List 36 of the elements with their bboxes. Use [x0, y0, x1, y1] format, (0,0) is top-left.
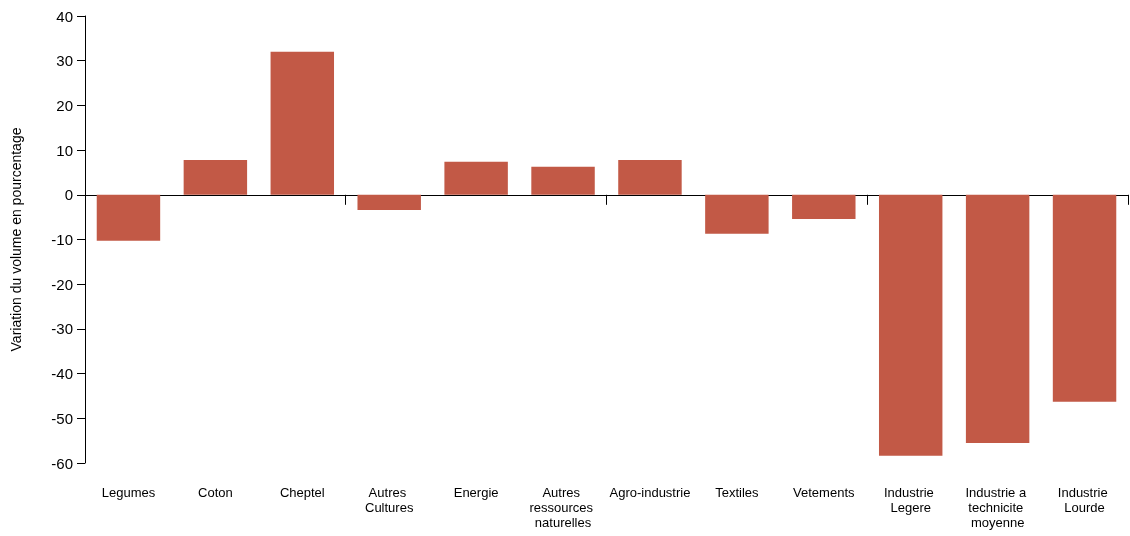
- x-tick-label: Energie: [453, 485, 499, 500]
- bar: [792, 194, 856, 219]
- bar: [878, 194, 943, 456]
- y-tick-label: -10: [51, 231, 73, 248]
- x-tick-label: Textiles: [715, 485, 760, 500]
- bar: [531, 166, 595, 195]
- bar: [183, 159, 248, 195]
- y-tick-label: -40: [51, 365, 73, 383]
- x-tick-label: Autres ressources naturelles: [529, 485, 597, 530]
- x-tick-label: Industrie Legere: [883, 485, 938, 515]
- bar: [270, 51, 335, 195]
- y-tick-label: -50: [51, 409, 73, 427]
- x-tick-label: Legumes: [101, 485, 156, 500]
- bar: [618, 159, 682, 195]
- bar: [705, 194, 769, 234]
- y-tick-label: 20: [56, 96, 73, 114]
- x-tick-label: Cheptel: [279, 485, 325, 500]
- bar: [965, 194, 1030, 443]
- x-tick-label: Agro-industrie: [609, 485, 691, 500]
- y-tick-label: -60: [51, 454, 73, 472]
- y-tick-label: 30: [56, 52, 73, 70]
- y-tick-label: 40: [56, 7, 73, 25]
- bar: [357, 194, 421, 210]
- x-tick-label: Industrie a technicite moyenne: [965, 485, 1030, 530]
- x-tick-label: Industrie Lourde: [1057, 485, 1112, 515]
- y-tick-label: 0: [64, 186, 73, 204]
- bar: [96, 194, 161, 241]
- bar: [444, 161, 508, 195]
- x-tick-label: Coton: [198, 485, 233, 500]
- y-tick-label: 10: [56, 141, 73, 159]
- y-axis-title: Variation du volume en pourcentage: [8, 127, 24, 352]
- bar: [1052, 194, 1117, 402]
- x-tick-label: Autres Cultures: [365, 485, 414, 515]
- x-tick-label: Vetements: [793, 485, 855, 500]
- y-tick-label: -30: [51, 320, 73, 338]
- y-tick-label: -20: [51, 275, 73, 293]
